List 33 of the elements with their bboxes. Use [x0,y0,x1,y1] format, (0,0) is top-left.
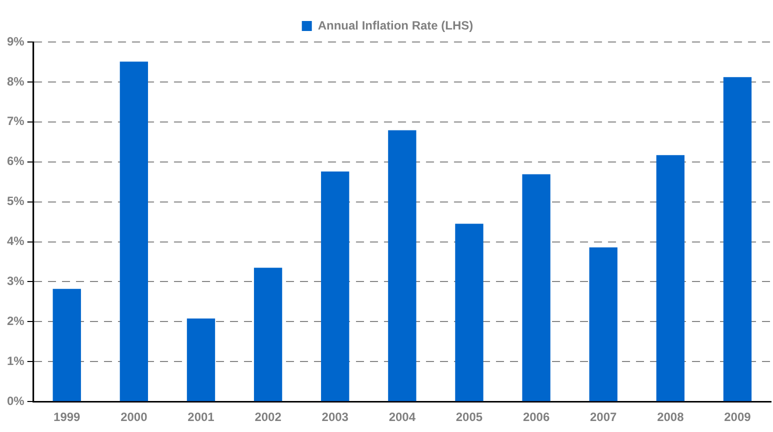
y-tick-label: 4% [7,234,25,248]
bar [388,130,416,402]
legend-label: Annual Inflation Rate (LHS) [318,18,474,32]
x-tick-label: 2008 [657,410,684,424]
x-tick-label: 2002 [254,410,282,424]
bar [589,247,618,402]
bar [186,318,216,402]
bar [254,268,282,402]
x-tick-label: 2000 [120,410,148,424]
y-tick-label: 5% [7,194,25,208]
x-tick-label: 2001 [188,410,215,424]
x-tick-label: 2003 [322,410,349,424]
y-tick-label: 1% [7,354,25,368]
x-tick-label: 1999 [54,410,81,424]
x-tick-label: 2005 [456,410,483,424]
y-tick-label: 3% [7,274,25,288]
x-tick-label: 2007 [590,410,618,424]
bar [522,174,550,402]
y-tick-label: 7% [7,114,25,128]
y-tick-label: 8% [7,74,25,88]
x-tick-label: 2004 [388,410,416,424]
bar [321,171,350,402]
bar [455,224,484,402]
x-tick-label: 2006 [522,410,550,424]
bar [52,288,81,402]
y-tick-label: 9% [7,34,25,48]
y-tick-label: 6% [7,154,25,168]
bar [656,155,684,402]
bar [723,77,752,402]
bar [120,62,148,402]
y-tick-label: 0% [7,394,25,408]
y-tick-label: 2% [7,314,25,328]
x-tick-label: 2009 [724,410,752,424]
